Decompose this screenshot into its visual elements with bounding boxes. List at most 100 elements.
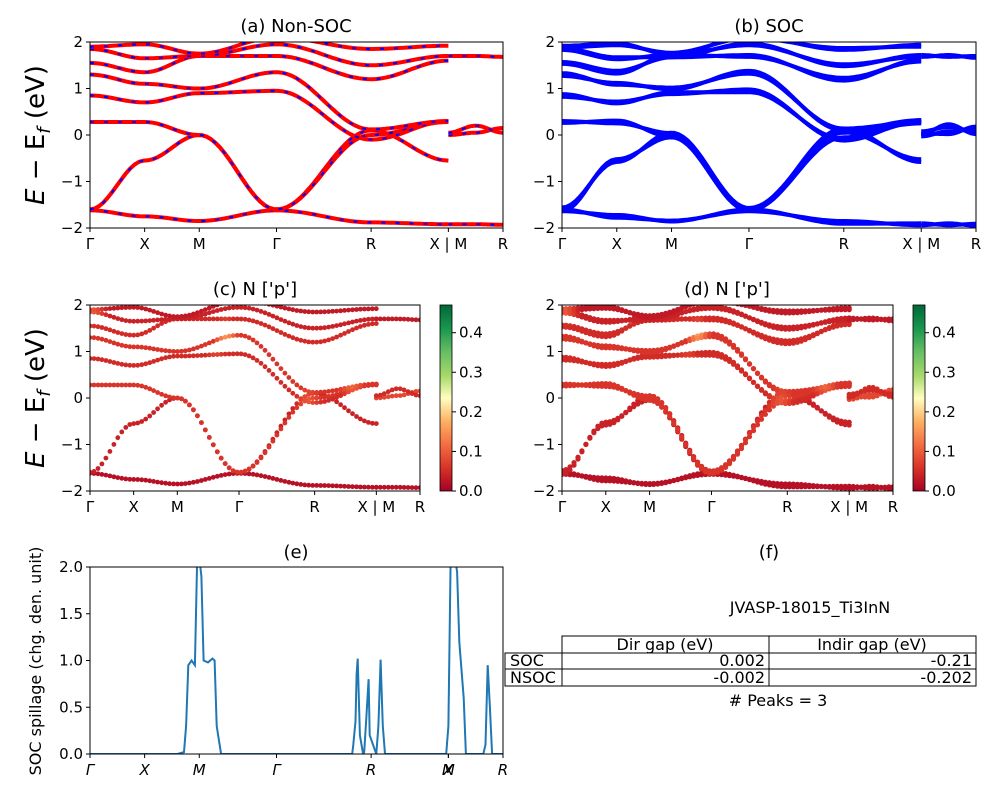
projected-point [342, 391, 347, 397]
ytick-label: −2 [61, 482, 83, 500]
projected-point [258, 473, 264, 479]
projected-point [862, 484, 868, 490]
projected-point [699, 334, 705, 341]
projected-point [290, 480, 296, 486]
projected-point [687, 473, 693, 479]
projected-point [115, 361, 121, 366]
projected-point [874, 484, 880, 490]
projected-point [417, 317, 420, 323]
band-line-soc-dashed [90, 121, 449, 211]
projected-point [159, 480, 165, 486]
projected-point [691, 350, 697, 356]
projected-point [707, 317, 713, 323]
projected-point [567, 307, 573, 313]
ytick-label: 1 [73, 343, 83, 361]
projected-point [611, 345, 617, 351]
projected-point [354, 325, 359, 331]
projected-point [615, 415, 621, 421]
projected-point [298, 324, 304, 329]
projected-point [699, 470, 705, 476]
projected-point [358, 382, 363, 388]
projected-point [726, 320, 733, 326]
projected-point [358, 484, 363, 490]
projected-point [206, 340, 212, 346]
projected-point [635, 317, 641, 323]
projected-point [370, 420, 375, 426]
projected-point [691, 472, 697, 478]
colorbar-tick-label: 0.3 [932, 363, 956, 381]
projected-point [195, 479, 200, 484]
projected-point [770, 403, 777, 409]
projected-point [393, 393, 399, 399]
projected-point [183, 313, 188, 319]
panel-b-soc: (b) SOC −2 −1 0 1 2 Γ X M Γ R X | M R [533, 16, 981, 253]
projected-point [687, 351, 693, 357]
projected-point [179, 353, 184, 359]
projected-point [810, 307, 816, 314]
projected-point [563, 470, 569, 476]
projected-point [635, 347, 641, 353]
projected-point [695, 305, 701, 311]
projected-point [730, 321, 737, 327]
projected-point [591, 474, 597, 480]
projected-point [750, 366, 757, 372]
projected-point [147, 345, 153, 351]
projected-point [342, 308, 347, 313]
projected-point [615, 317, 621, 323]
projected-point [587, 306, 593, 312]
projected-point [659, 400, 665, 406]
projected-point [571, 358, 577, 364]
projected-point [651, 347, 657, 353]
projected-point [155, 479, 161, 485]
projected-point [179, 348, 184, 354]
projected-point [131, 477, 137, 482]
projected-point [282, 318, 288, 324]
projected-point [373, 484, 379, 490]
panel-e-title: (e) [283, 542, 308, 563]
projected-point [350, 484, 355, 490]
projected-point [631, 317, 637, 323]
projected-point [599, 361, 605, 367]
projected-point [647, 313, 653, 319]
projected-point [373, 421, 379, 426]
projected-point [627, 357, 633, 363]
projected-point [611, 384, 617, 390]
projected-point [226, 465, 232, 471]
projected-point [575, 472, 581, 478]
projected-point [726, 356, 733, 362]
projected-point [750, 317, 757, 323]
projected-point [719, 352, 725, 358]
projected-point [143, 345, 149, 351]
projected-point [667, 314, 673, 320]
projected-point [214, 316, 220, 322]
projected-point [826, 318, 832, 324]
projected-point [334, 323, 339, 328]
projected-point [595, 305, 601, 311]
projected-point [846, 394, 852, 400]
projected-point [611, 317, 617, 323]
projected-point [691, 316, 697, 322]
projected-point [607, 475, 613, 481]
projected-point [95, 307, 101, 312]
projected-point [615, 385, 621, 391]
projected-point [151, 388, 157, 393]
projected-point [90, 356, 93, 361]
projected-point [123, 343, 129, 349]
projected-point [806, 387, 812, 393]
projected-point [389, 387, 395, 393]
projected-point [262, 474, 268, 479]
projected-point [210, 309, 216, 314]
projected-point [381, 484, 387, 490]
projected-point [91, 335, 97, 341]
projected-point [342, 331, 347, 336]
projected-point [175, 481, 180, 487]
projected-point [195, 313, 200, 319]
projected-point [238, 305, 244, 310]
projected-point [607, 384, 613, 390]
projected-point [262, 364, 268, 370]
projected-point [778, 388, 785, 394]
projected-point [842, 382, 848, 388]
projected-point [631, 356, 637, 362]
colorbar-tick-label: 0.2 [932, 403, 956, 421]
projected-point [615, 476, 621, 482]
